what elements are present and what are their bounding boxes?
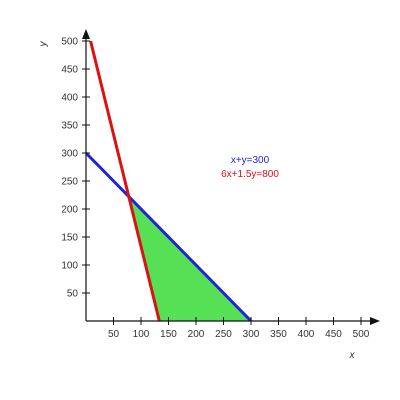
y-tick-label: 250 xyxy=(61,177,78,188)
y-tick-label: 350 xyxy=(61,121,78,132)
axes-layer xyxy=(82,29,380,325)
x-tick-label: 400 xyxy=(298,329,315,340)
x-axis-arrow-icon xyxy=(370,317,380,325)
y-tick-label: 450 xyxy=(61,65,78,76)
x-tick-label: 350 xyxy=(270,329,287,340)
x-tick-label: 50 xyxy=(108,329,120,340)
x-tick-label: 200 xyxy=(188,329,205,340)
legend-entry-red: 6x+1.5y=800 xyxy=(221,169,279,180)
y-tick-label: 50 xyxy=(67,289,79,300)
y-tick-label: 200 xyxy=(61,205,78,216)
y-tick-label: 500 xyxy=(61,37,78,48)
y-tick-label: 400 xyxy=(61,93,78,104)
ticks-layer: 50 100 150 200 250 300 350 400 450 500 50 100 150 200… xyxy=(61,37,369,341)
x-tick-label: 150 xyxy=(160,329,177,340)
x-axis-title: x xyxy=(349,350,356,361)
y-axis-title: y xyxy=(38,41,49,48)
series-line-blue xyxy=(86,151,253,321)
x-tick-label: 450 xyxy=(325,329,342,340)
legend-entry-blue: x+y=300 xyxy=(231,155,270,166)
x-tick-label: 500 xyxy=(353,329,370,340)
y-tick-label: 300 xyxy=(61,149,78,160)
y-axis-arrow-icon xyxy=(82,29,90,39)
y-tick-label: 150 xyxy=(61,233,78,244)
x-tick-label: 300 xyxy=(243,329,260,340)
x-tick-label: 100 xyxy=(133,329,150,340)
x-tick-label: 250 xyxy=(215,329,232,340)
y-tick-label: 100 xyxy=(61,261,78,272)
series-line-red xyxy=(89,41,161,321)
series-layer xyxy=(86,41,253,321)
